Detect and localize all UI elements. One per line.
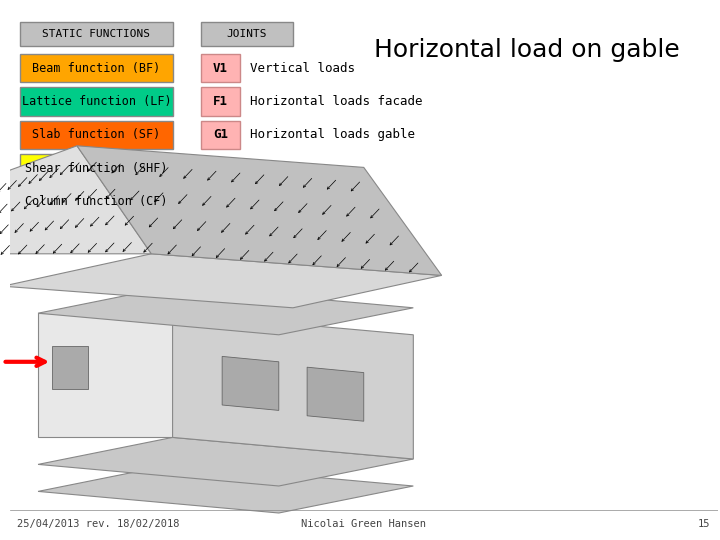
- Text: G1: G1: [213, 129, 228, 141]
- Text: Horizontal load on gable: Horizontal load on gable: [374, 38, 680, 62]
- Polygon shape: [307, 367, 364, 421]
- FancyBboxPatch shape: [201, 22, 293, 46]
- Polygon shape: [53, 346, 88, 389]
- Text: Lattice function (LF): Lattice function (LF): [22, 95, 171, 108]
- Text: STATIC FUNCTIONS: STATIC FUNCTIONS: [42, 29, 150, 39]
- Text: Nicolai Green Hansen: Nicolai Green Hansen: [301, 519, 426, 529]
- FancyBboxPatch shape: [201, 54, 240, 82]
- FancyBboxPatch shape: [20, 121, 173, 149]
- Text: Horizontal loads gable: Horizontal loads gable: [251, 129, 415, 141]
- Polygon shape: [38, 313, 173, 437]
- FancyBboxPatch shape: [20, 188, 173, 216]
- Polygon shape: [222, 356, 279, 410]
- Text: V1: V1: [213, 62, 228, 75]
- Text: Beam function (BF): Beam function (BF): [32, 62, 161, 75]
- Text: 25/04/2013 rev. 18/02/2018: 25/04/2013 rev. 18/02/2018: [17, 519, 179, 529]
- Text: Column function (CF): Column function (CF): [25, 195, 168, 208]
- FancyBboxPatch shape: [201, 87, 240, 116]
- FancyBboxPatch shape: [20, 87, 173, 116]
- Text: Slab function (SF): Slab function (SF): [32, 129, 161, 141]
- Polygon shape: [3, 254, 441, 308]
- FancyBboxPatch shape: [20, 154, 173, 183]
- FancyBboxPatch shape: [20, 22, 173, 46]
- Polygon shape: [38, 286, 413, 335]
- Text: JOINTS: JOINTS: [227, 29, 267, 39]
- Text: Horizontal loads facade: Horizontal loads facade: [251, 95, 423, 108]
- FancyBboxPatch shape: [20, 54, 173, 82]
- FancyBboxPatch shape: [201, 121, 240, 149]
- Polygon shape: [38, 437, 413, 486]
- Text: F1: F1: [213, 95, 228, 108]
- Text: Vertical loads: Vertical loads: [251, 62, 356, 75]
- Text: 15: 15: [698, 519, 711, 529]
- Polygon shape: [173, 313, 413, 459]
- Polygon shape: [3, 146, 151, 254]
- Polygon shape: [38, 464, 413, 513]
- Polygon shape: [77, 146, 441, 275]
- Text: Shear function (SHF): Shear function (SHF): [25, 162, 168, 175]
